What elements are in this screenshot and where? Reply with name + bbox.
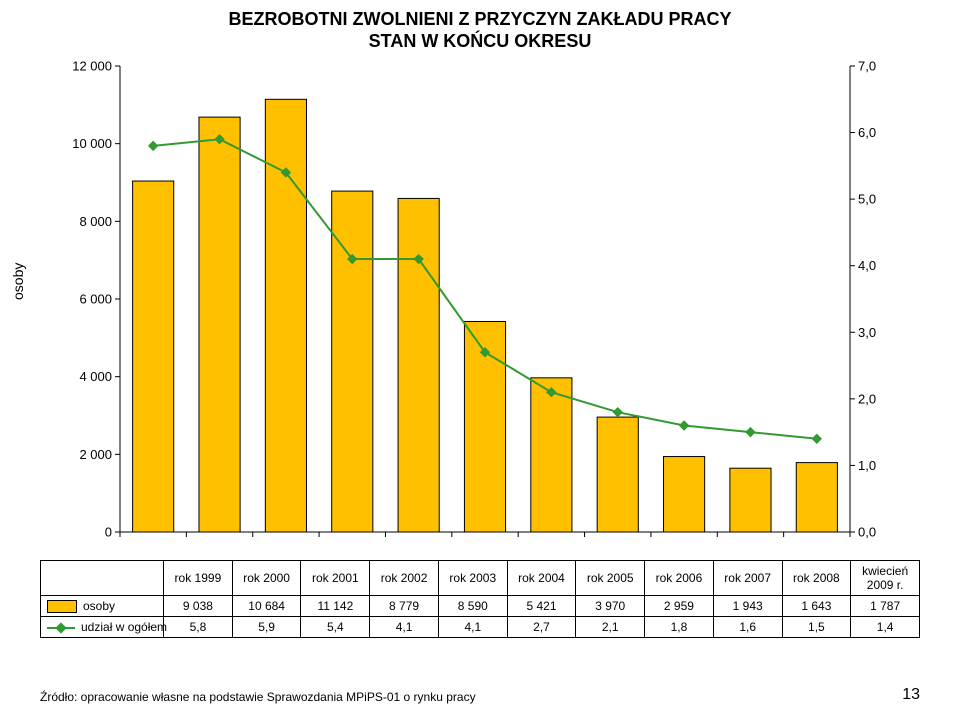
legend-swatch-line: [47, 622, 75, 634]
table-col-header: rok 2006: [645, 561, 714, 596]
chart-svg: 0 2 000 4 000 6 000 8 000 10 000 12 000 0,0 1,0 2…: [60, 60, 900, 560]
table-cell: 1 943: [713, 596, 782, 617]
svg-text:5,0: 5,0: [858, 192, 876, 207]
table-cell: 1,5: [782, 617, 851, 638]
table-cell: 1,8: [645, 617, 714, 638]
table-cell: 5,8: [164, 617, 233, 638]
table-col-header: rok 2002: [370, 561, 439, 596]
data-table: rok 1999rok 2000rok 2001rok 2002rok 2003…: [40, 560, 920, 638]
table-cell: 8 590: [438, 596, 507, 617]
table-cell: 11 142: [301, 596, 370, 617]
legend-label: osoby: [83, 599, 115, 613]
table-cell: 4,1: [370, 617, 439, 638]
table-corner: [41, 561, 164, 596]
table-cell: 8 779: [370, 596, 439, 617]
table-col-header: rok 2008: [782, 561, 851, 596]
table-col-header: rok 2005: [576, 561, 645, 596]
table-cell: 1 643: [782, 596, 851, 617]
table-col-header: rok 2000: [232, 561, 301, 596]
page-number: 13: [902, 686, 920, 704]
svg-text:2,0: 2,0: [858, 391, 876, 406]
table-cell: 5,4: [301, 617, 370, 638]
table-cell: 4,1: [438, 617, 507, 638]
svg-text:10 000: 10 000: [72, 136, 112, 151]
table-cell: 3 970: [576, 596, 645, 617]
chart-area: 0 2 000 4 000 6 000 8 000 10 000 12 000 0,0 1,0 2…: [60, 60, 900, 560]
svg-text:6,0: 6,0: [858, 125, 876, 140]
svg-text:0: 0: [105, 525, 112, 540]
table-col-header: rok 2004: [507, 561, 576, 596]
table-cell: 1 787: [851, 596, 920, 617]
table-col-header: rok 2001: [301, 561, 370, 596]
svg-text:2 000: 2 000: [79, 447, 112, 462]
legend-cell: udział w ogółem: [41, 617, 164, 638]
svg-text:3,0: 3,0: [858, 325, 876, 340]
svg-text:7,0: 7,0: [858, 60, 876, 74]
svg-text:6 000: 6 000: [79, 292, 112, 307]
legend-label: udział w ogółem: [81, 620, 167, 634]
table-cell: 2,1: [576, 617, 645, 638]
table-cell: 2,7: [507, 617, 576, 638]
data-table-wrap: rok 1999rok 2000rok 2001rok 2002rok 2003…: [40, 560, 920, 638]
legend-cell: osoby: [41, 596, 164, 617]
table-row: udział w ogółem5,85,95,44,14,12,72,11,81…: [41, 617, 920, 638]
legend-swatch-bar: [47, 600, 77, 613]
footer-source: Źródło: opracowanie własne na podstawie …: [40, 690, 476, 704]
table-cell: 1,4: [851, 617, 920, 638]
table-cell: 2 959: [645, 596, 714, 617]
table-row: osoby 9 03810 68411 1428 7798 5905 4213 9…: [41, 596, 920, 617]
chart-title: BEZROBOTNI ZWOLNIENI Z PRZYCZYN ZAKŁADU …: [0, 8, 960, 52]
table-cell: 9 038: [164, 596, 233, 617]
svg-text:12 000: 12 000: [72, 60, 112, 74]
table-col-header: rok 2003: [438, 561, 507, 596]
table-cell: 10 684: [232, 596, 301, 617]
table-cell: 5,9: [232, 617, 301, 638]
svg-text:1,0: 1,0: [858, 458, 876, 473]
y1-axis-label: osoby: [10, 263, 26, 300]
svg-text:4 000: 4 000: [79, 369, 112, 384]
svg-text:8 000: 8 000: [79, 214, 112, 229]
table-col-header: kwiecień2009 r.: [851, 561, 920, 596]
table-cell: 5 421: [507, 596, 576, 617]
table-col-header: rok 1999: [164, 561, 233, 596]
table-cell: 1,6: [713, 617, 782, 638]
table-col-header: rok 2007: [713, 561, 782, 596]
svg-text:4,0: 4,0: [858, 258, 876, 273]
svg-text:0,0: 0,0: [858, 525, 876, 540]
